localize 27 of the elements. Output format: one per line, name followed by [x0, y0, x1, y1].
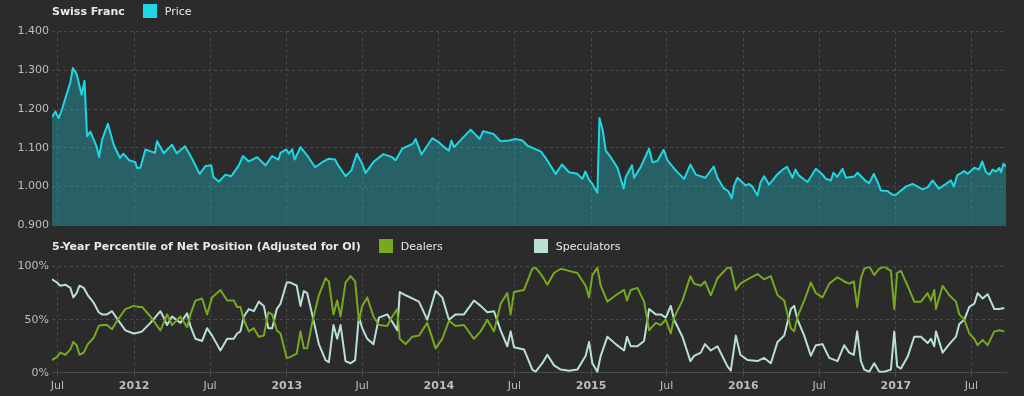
chart-title: 5-Year Percentile of Net Position (Adjusted for OI): [52, 239, 361, 253]
chart-title: Swiss Franc: [52, 4, 125, 18]
x-tick-label: Jul: [658, 379, 674, 393]
x-tick-label: 2016: [728, 379, 759, 393]
y-tick-label: 1.000: [17, 179, 49, 193]
x-tick-label: Jul: [202, 379, 217, 393]
legend-label: Speculators: [555, 239, 621, 253]
x-tick-label: Jul: [49, 379, 65, 393]
x-tick-label: 2013: [271, 379, 303, 393]
legend-label: Dealers: [400, 239, 443, 253]
legend-label: Price: [164, 4, 192, 18]
y-tick-label: 100%: [17, 259, 49, 273]
x-tick-label: 2017: [880, 379, 912, 393]
x-tick-label: Jul: [506, 379, 522, 393]
y-tick-label: 1.100: [17, 140, 49, 154]
x-tick-label: 2014: [423, 379, 455, 393]
y-tick-label: 1.300: [17, 63, 49, 77]
x-tick-label: Jul: [354, 379, 369, 393]
y-tick-label: 1.200: [17, 101, 49, 115]
x-tick-label: 2012: [118, 379, 150, 393]
x-tick-label: Jul: [811, 379, 826, 393]
x-tick-label: 2015: [575, 379, 607, 393]
x-tick-label: Jul: [963, 379, 979, 393]
y-tick-label: 50%: [24, 312, 49, 326]
y-tick-label: 0%: [31, 365, 49, 379]
y-tick-label: 0.900: [17, 218, 49, 232]
y-tick-label: 1.400: [17, 24, 49, 38]
